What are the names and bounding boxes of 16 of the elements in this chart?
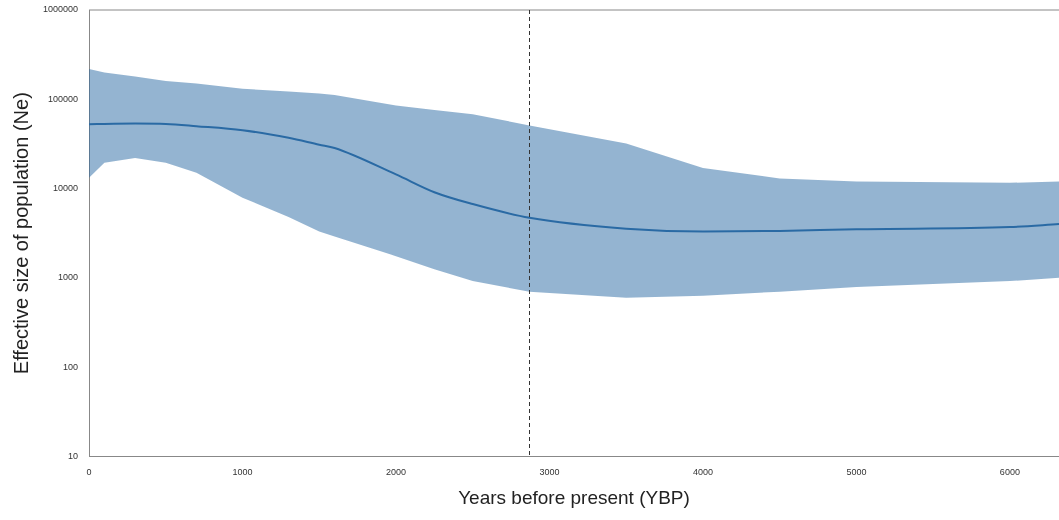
- x-tick-label: 2000: [385, 467, 406, 478]
- x-tick-label: 1000: [232, 467, 253, 478]
- x-tick-label: 5000: [846, 467, 867, 478]
- x-tick-label: 4000: [692, 467, 713, 478]
- y-axis-title: Effective size of population (Ne): [9, 92, 32, 375]
- y-tick-label: 10: [68, 450, 79, 461]
- x-tick-label: 0: [86, 467, 92, 478]
- y-tick-label: 100: [63, 361, 79, 372]
- line-series: [89, 122, 1059, 233]
- x-tick-label: 6000: [999, 467, 1020, 478]
- y-tick-label: 10000: [53, 183, 79, 194]
- x-axis-title: Years before present (YBP): [458, 486, 690, 508]
- y-tick-label: 100000: [47, 93, 79, 104]
- y-tick-label: 1000: [58, 272, 79, 283]
- y-tick-label: 1000000: [42, 4, 79, 15]
- x-tick-label: 3000: [539, 467, 560, 478]
